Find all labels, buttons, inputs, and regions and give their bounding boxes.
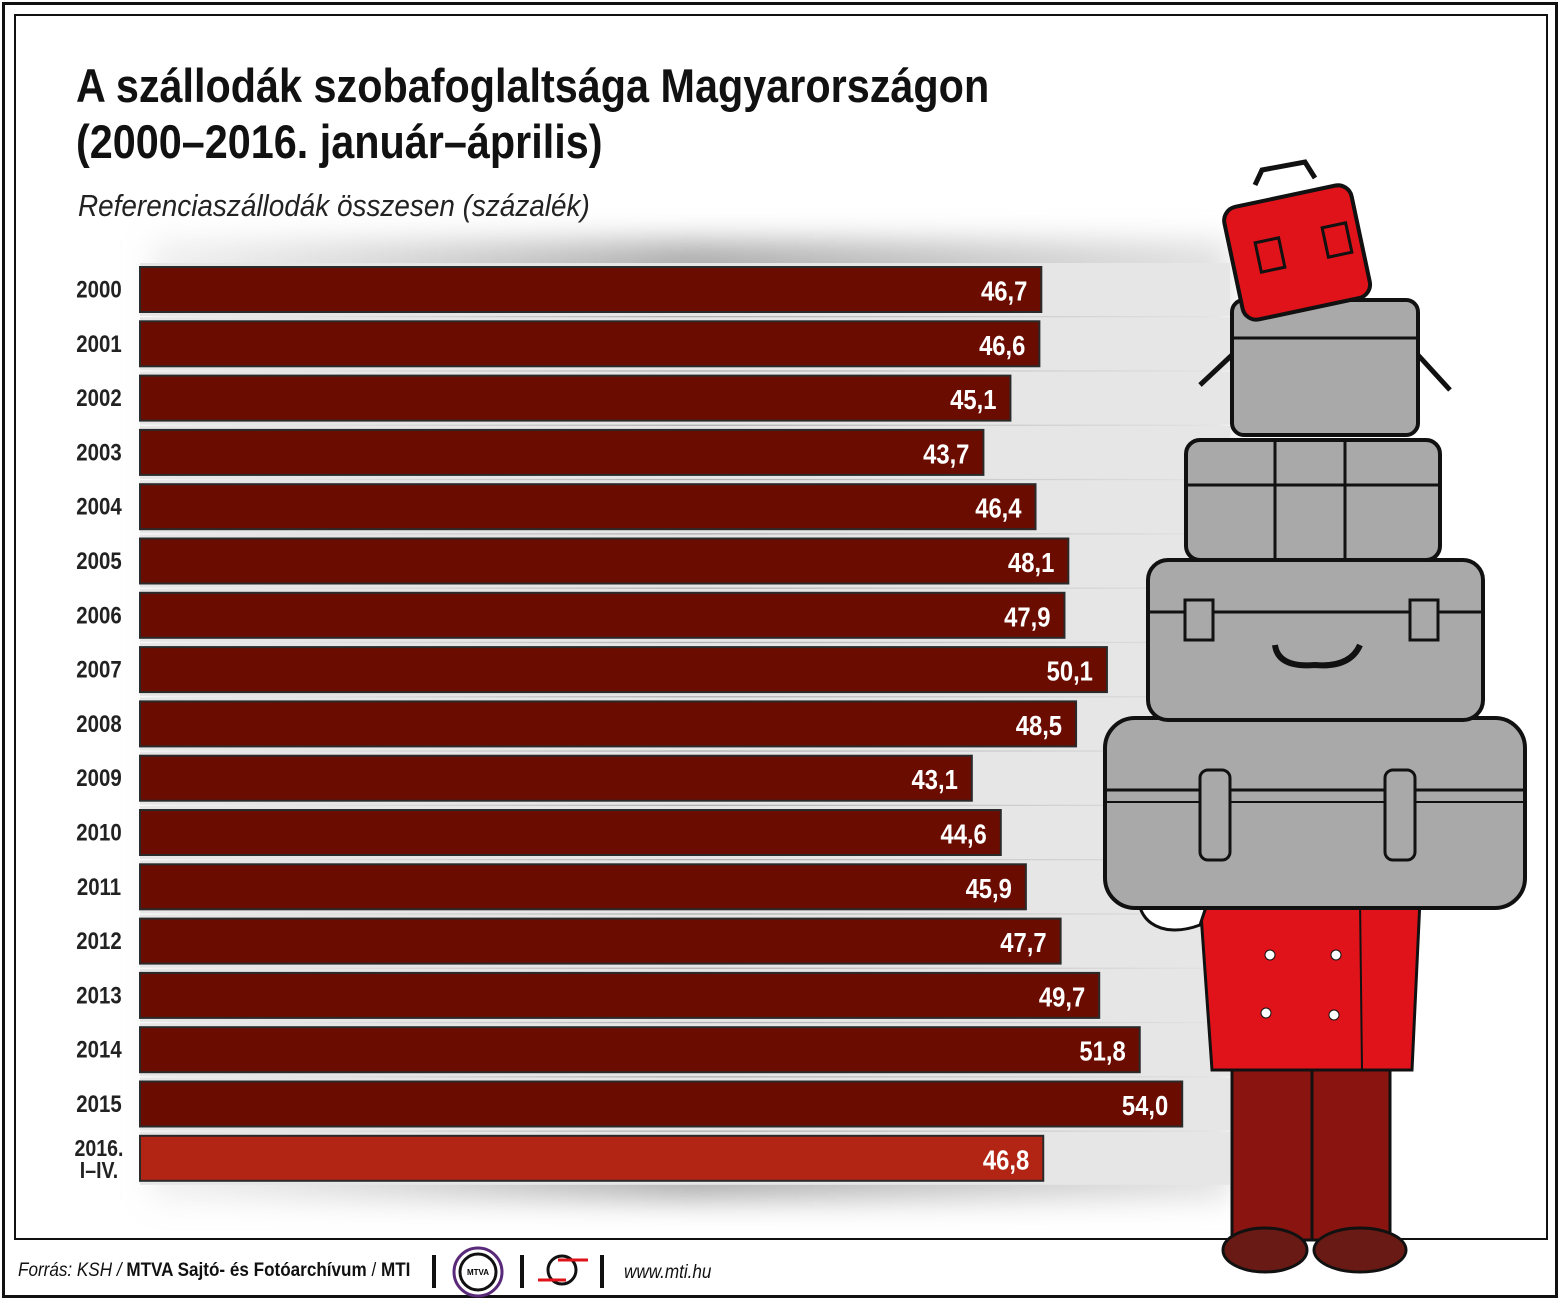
category-label: 2004	[76, 493, 122, 520]
category-label: 2005	[76, 547, 121, 574]
title-line-1: A szállodák szobafoglaltsága Magyarorszá…	[76, 59, 990, 112]
mtva-logo: MTVA	[452, 1246, 504, 1298]
source-mti: MTI	[380, 1260, 411, 1281]
data-label: 46,4	[975, 492, 1022, 524]
chart-subtitle: Referenciaszállodák összesen (százalék)	[78, 188, 590, 223]
chart-title: A szállodák szobafoglaltsága Magyarorszá…	[76, 58, 989, 170]
bar	[139, 320, 1041, 368]
bar	[139, 428, 985, 476]
bar	[139, 591, 1066, 639]
category-label: 2016.	[75, 1135, 124, 1161]
data-label: 43,7	[923, 438, 969, 470]
data-label: 48,1	[1008, 546, 1054, 578]
category-label: 2009	[76, 765, 121, 792]
bar	[139, 700, 1078, 748]
category-label: 2000	[76, 276, 121, 303]
category-label: 2012	[76, 928, 121, 955]
footer-divider	[432, 1255, 436, 1288]
bar	[139, 1080, 1184, 1128]
bar	[139, 863, 1027, 911]
data-label: 43,1	[912, 763, 958, 795]
category-label: 2011	[77, 873, 121, 900]
source-org: MTVA Sajtó- és Fotóarchívum	[126, 1260, 367, 1281]
bar	[139, 754, 973, 802]
data-label: 46,6	[979, 329, 1025, 361]
category-label: 2001	[76, 330, 121, 357]
category-label: 2006	[76, 602, 121, 629]
data-label: 44,6	[940, 818, 986, 850]
bar	[139, 483, 1037, 531]
category-label: 2003	[76, 439, 121, 466]
inner-border	[14, 14, 1548, 1240]
data-label: 51,8	[1079, 1035, 1125, 1067]
bars: 46,7 2000 46,6 2001 45,1 2002 43,7 2003 46,4 2004…	[75, 266, 1184, 1183]
bar	[139, 917, 1062, 965]
mtva-logo-text: MTVA	[467, 1268, 489, 1277]
category-label: 2007	[76, 656, 121, 683]
data-label: 45,1	[950, 383, 996, 415]
data-label: 46,8	[983, 1143, 1029, 1175]
data-label: 48,5	[1016, 709, 1062, 741]
data-label: 54,0	[1122, 1089, 1168, 1121]
bar	[139, 809, 1002, 856]
data-label: 47,9	[1004, 600, 1050, 632]
source-separator: /	[366, 1260, 381, 1281]
data-label: 45,9	[966, 872, 1012, 904]
website-link[interactable]: www.mti.hu	[624, 1262, 712, 1283]
data-label: 46,7	[981, 275, 1027, 307]
category-label: 2010	[76, 819, 121, 846]
mti-logo	[538, 1254, 588, 1286]
data-label: 50,1	[1047, 655, 1093, 687]
title-line-2: (2000–2016. január–április)	[76, 115, 603, 168]
bar	[139, 646, 1108, 694]
category-label: 2013	[76, 982, 121, 1009]
source-credit: Forrás: KSH / MTVA Sajtó- és Fotóarchívu…	[18, 1260, 410, 1282]
footer-divider	[520, 1255, 524, 1288]
data-label: 47,7	[1000, 926, 1046, 958]
bar	[139, 266, 1043, 313]
footer-divider	[600, 1255, 604, 1288]
data-label: 49,7	[1039, 981, 1085, 1013]
category-label: I–IV.	[80, 1157, 118, 1183]
category-label: 2002	[76, 385, 121, 412]
bar	[139, 971, 1101, 1019]
source-prefix: Forrás: KSH /	[18, 1260, 127, 1281]
bar	[139, 374, 1012, 422]
bar	[139, 1026, 1141, 1074]
bar	[139, 537, 1070, 585]
category-label: 2008	[76, 710, 121, 737]
bar	[139, 1134, 1045, 1182]
suitcase-porter-illustration	[1103, 159, 1527, 1274]
category-label: 2014	[76, 1036, 122, 1063]
category-label: 2015	[76, 1090, 121, 1117]
